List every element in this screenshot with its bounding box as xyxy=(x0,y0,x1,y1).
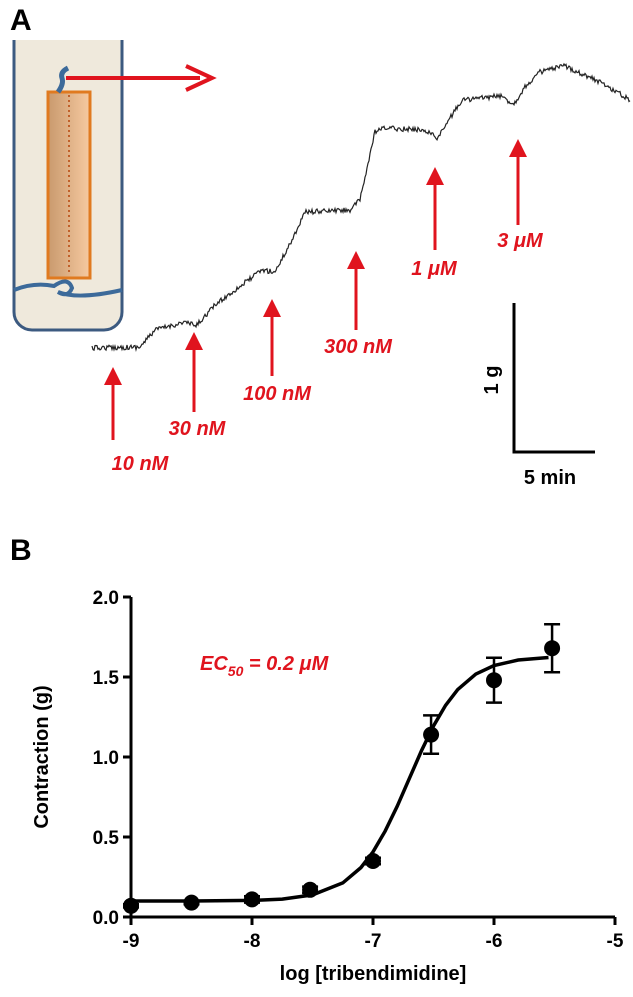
concentration-label: 10 nM xyxy=(112,453,170,475)
y-tick-label: 0.5 xyxy=(93,828,120,849)
x-tick-label: -6 xyxy=(486,931,503,952)
tissue-bath-icon xyxy=(12,40,217,332)
x-tick-label: -8 xyxy=(244,931,261,952)
data-point xyxy=(544,640,561,657)
x-tick-label: -5 xyxy=(607,931,624,952)
data-point xyxy=(302,881,319,898)
scale-x-label: 5 min xyxy=(524,467,576,489)
concentration-label: 30 nM xyxy=(169,418,227,440)
y-tick-label: 0.0 xyxy=(93,908,119,929)
data-point xyxy=(423,726,440,743)
annotation: EC50 = 0.2 μM xyxy=(200,653,330,679)
contraction-trace xyxy=(91,62,631,352)
scale-y-label: 1 g xyxy=(481,366,503,395)
data-point xyxy=(244,891,260,908)
data-point xyxy=(486,672,502,689)
y-tick-label: 1.5 xyxy=(93,668,120,689)
concentration-label: 3 μM xyxy=(497,230,544,252)
y-tick-label: 2.0 xyxy=(93,588,119,609)
x-tick-label: -9 xyxy=(123,931,140,952)
concentration-arrows: 10 nM 30 nM 100 nM 300 nM 1 μM 3 μM xyxy=(104,139,544,475)
scale-bar: 1 g 5 min xyxy=(481,303,595,489)
x-axis-label: log [tribendimidine] xyxy=(280,963,467,985)
annotation-text: EC xyxy=(200,653,228,675)
concentration-label: 100 nM xyxy=(243,383,312,405)
plot: 0.0 0.5 1.0 1.5 2.0 -9 -8 -7 -6 -5 xyxy=(93,588,624,952)
x-tick-label: -7 xyxy=(365,931,382,952)
y-tick-label: 1.0 xyxy=(93,748,119,769)
annotation-text: = 0.2 μM xyxy=(243,653,329,675)
data-point xyxy=(183,894,200,911)
annotation-subscript: 50 xyxy=(228,663,244,679)
concentration-label: 1 μM xyxy=(411,258,458,280)
panel-label: A xyxy=(10,4,32,37)
data-point xyxy=(365,853,381,869)
data-point xyxy=(123,897,139,914)
fit-curve xyxy=(131,655,549,903)
panel-label: B xyxy=(10,534,32,567)
concentration-label: 300 nM xyxy=(324,336,393,358)
y-axis-label: Contraction (g) xyxy=(31,685,53,828)
